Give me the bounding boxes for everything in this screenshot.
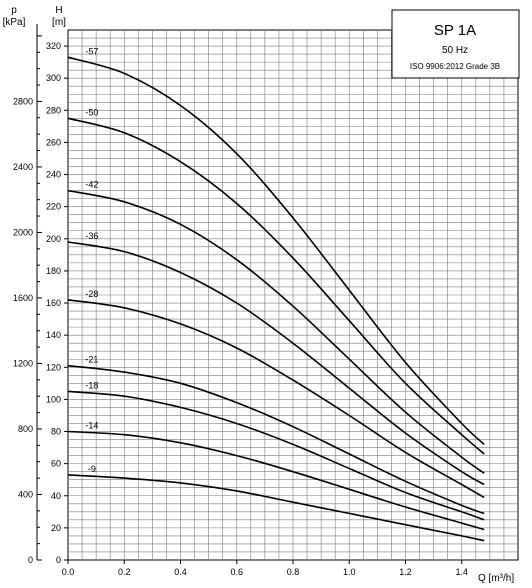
frequency-label: 50 Hz	[442, 45, 468, 56]
pressure-axis-unit: [kPa]	[3, 17, 26, 28]
pressure-axis-tick-label: 2000	[13, 227, 33, 237]
flow-axis-tick-label: 0.2	[118, 567, 131, 577]
pump-curve	[67, 364, 485, 515]
pump-curve	[67, 189, 485, 474]
curve-labels: -57 -50 -42 -36 -28 -21 -18 -14 -9	[85, 46, 98, 474]
head-axis-tick-label: 60	[51, 459, 61, 469]
pump-curve	[67, 390, 485, 521]
flow-axis-title: Q [m³/h]	[478, 573, 514, 584]
pump-curve	[67, 117, 485, 455]
flow-axis-tick-label: 1.0	[343, 567, 356, 577]
pressure-axis-tick-label: 800	[18, 424, 33, 434]
curve-label: -18	[85, 380, 98, 390]
standard-label: ISO 9906:2012 Grade 3B	[410, 62, 500, 71]
pressure-axis-tick-label: 2800	[13, 96, 33, 106]
pressure-axis-tick-label: 1600	[13, 293, 33, 303]
pump-curve	[67, 299, 485, 499]
head-axis-tick-label: 300	[46, 73, 61, 83]
head-axis-tick-label: 20	[51, 523, 61, 533]
flow-axis-tick-label: 1.4	[455, 567, 468, 577]
pump-model-title: SP 1A	[434, 22, 476, 39]
pump-curve	[67, 56, 485, 445]
flow-axis: 0.0 0.2 0.4 0.6 0.8 1.0 1.2 1.4	[62, 560, 468, 577]
title-box-frame	[391, 9, 520, 79]
head-axis-tick-label: 200	[46, 234, 61, 244]
head-axis-tick-label: 220	[46, 202, 61, 212]
flow-axis-tick-label: 0.6	[230, 567, 243, 577]
pump-curve	[67, 241, 485, 486]
pressure-axis: 0 400 800 1200 1600 2000 2400 2800	[13, 24, 42, 565]
curve-label: -42	[85, 180, 98, 190]
pressure-axis-tick-label: 1200	[13, 358, 33, 368]
pump-curve	[67, 474, 485, 542]
head-axis-tick-label: 0	[56, 555, 61, 565]
head-axis-tick-label: 120	[46, 362, 61, 372]
head-axis-tick-label: 320	[46, 41, 61, 51]
curve-label: -28	[85, 289, 98, 299]
head-axis-tick-label: 260	[46, 137, 61, 147]
head-axis-tick-label: 240	[46, 170, 61, 180]
curve-label: -36	[85, 231, 98, 241]
pressure-axis-title: p	[11, 5, 17, 16]
head-axis-tick-label: 140	[46, 330, 61, 340]
curve-label: -9	[88, 464, 96, 474]
head-axis-unit: [m]	[52, 17, 66, 28]
head-axis-tick-label: 160	[46, 298, 61, 308]
curve-label: -50	[85, 107, 98, 117]
head-axis-tick-label: 80	[51, 427, 61, 437]
head-axis-tick-label: 40	[51, 491, 61, 501]
pressure-axis-tick-label: 2400	[13, 162, 33, 172]
head-axis-tick-label: 180	[46, 266, 61, 276]
grid	[67, 29, 519, 561]
head-axis-title: H	[55, 5, 62, 16]
flow-axis-tick-label: 0.4	[174, 567, 187, 577]
head-axis: 0 20 40 60 80 100 120 140 160 180 200 220 240 260 280 3…	[46, 41, 68, 565]
flow-axis-tick-label: 1.2	[399, 567, 412, 577]
title-box: SP 1A 50 Hz ISO 9906:2012 Grade 3B	[391, 9, 520, 79]
flow-axis-tick-label: 0.0	[62, 567, 75, 577]
curve-label: -21	[85, 355, 98, 365]
flow-axis-tick-label: 0.8	[287, 567, 300, 577]
pump-curve	[67, 430, 485, 531]
curve-label: -14	[85, 421, 98, 431]
pump-curves	[67, 56, 485, 542]
pressure-axis-tick-label: 400	[18, 489, 33, 499]
head-axis-tick-label: 280	[46, 105, 61, 115]
curve-label: -57	[85, 46, 98, 56]
pressure-axis-tick-label: 0	[28, 555, 33, 565]
head-axis-tick-label: 100	[46, 394, 61, 404]
